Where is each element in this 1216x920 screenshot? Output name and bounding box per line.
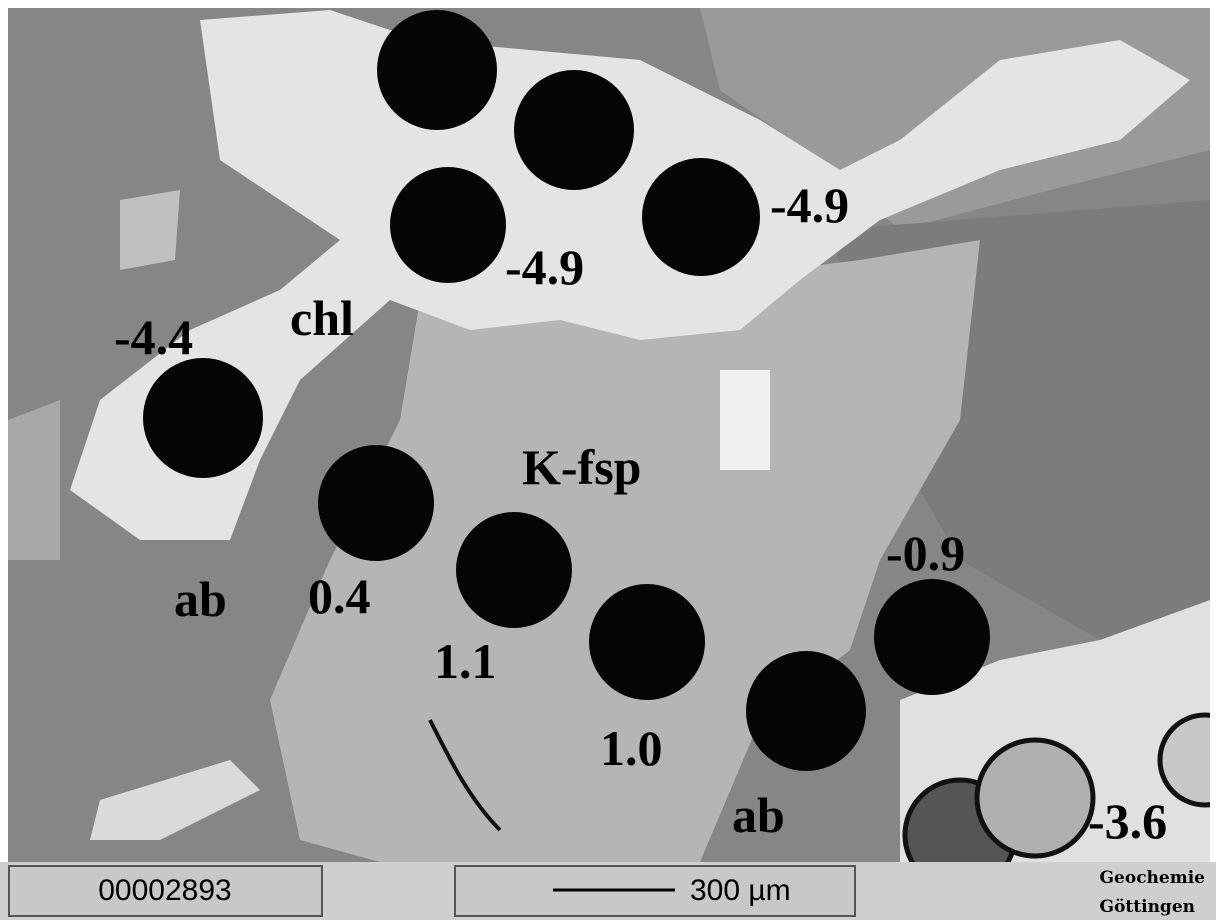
pit [874,579,990,695]
value-label: -4.9 [505,239,584,295]
pit [318,445,434,561]
value-label: 1.1 [434,633,497,689]
grain [120,190,180,270]
value-label: 1.0 [600,720,663,776]
screenshot: -4.9 -4.9 -4.4 0.4 1.1 1.0 -0.9 -3.6 chl… [0,0,1216,920]
institution: Geochemie [1100,868,1206,888]
value-label: -4.4 [114,309,193,365]
chlorite-patch [720,370,770,470]
pit [377,10,497,130]
value-label: -0.9 [886,525,965,581]
mineral-label: K-fsp [522,439,641,495]
pit [390,167,506,283]
pit [746,651,866,771]
pit [143,358,263,478]
value-label: -4.9 [770,177,849,233]
border [0,0,8,920]
grain [8,400,60,560]
pit [456,512,572,628]
pit [977,740,1093,856]
status-bar: 00002893 300 µm Geochemie Göttingen [0,862,1216,920]
mineral-label: ab [732,787,785,843]
micrograph: -4.9 -4.9 -4.4 0.4 1.1 1.0 -0.9 -3.6 chl… [0,0,1216,920]
pit [514,70,634,190]
institution: Göttingen [1100,897,1195,917]
mineral-label: chl [290,290,354,346]
scale-label: 300 µm [690,874,791,907]
border [1210,0,1216,920]
image-number: 00002893 [98,874,231,907]
value-label: -3.6 [1088,793,1167,849]
value-label: 0.4 [308,568,371,624]
pit [642,158,760,276]
mineral-label: ab [174,571,227,627]
pit [589,584,705,700]
